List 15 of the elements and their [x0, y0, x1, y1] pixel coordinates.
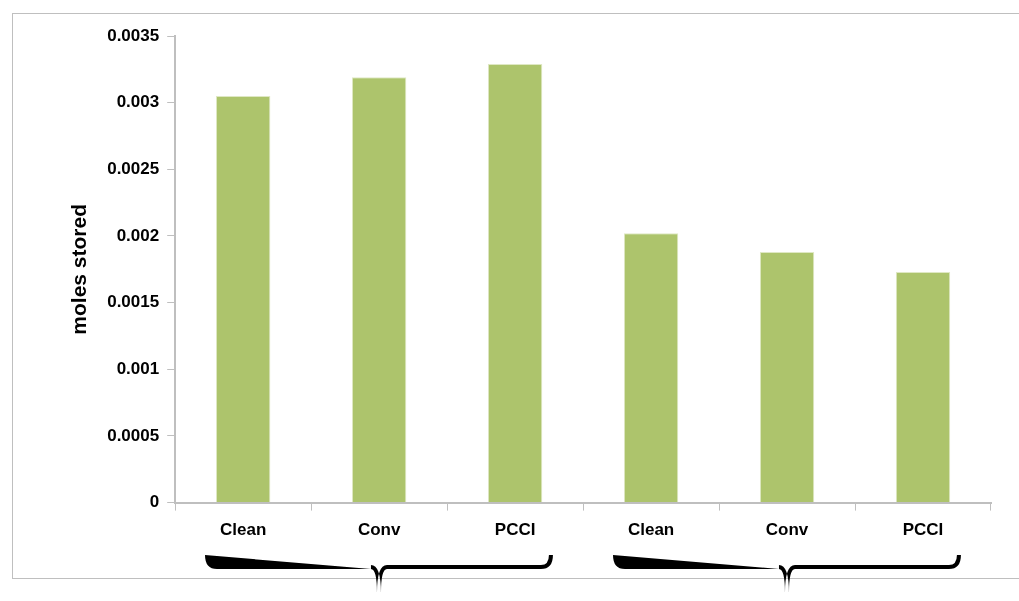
x-tick-label: PCCI [494, 520, 536, 540]
y-tick-label: 0.0015 [107, 292, 160, 312]
y-tick-label: 0.0005 [107, 425, 160, 445]
y-axis-title: moles stored [67, 203, 91, 335]
x-tick-label: Conv [357, 520, 401, 540]
y-tick-label: 0.001 [116, 358, 160, 378]
y-tick-label: 0.002 [116, 225, 160, 245]
y-tick-label: 0 [149, 492, 160, 512]
x-tick-label: Clean [220, 520, 267, 540]
y-tick-label: 0.0025 [107, 159, 160, 178]
x-tick-label: Conv [765, 520, 809, 540]
x-tick-label: Clean [627, 520, 675, 540]
y-tick-label: 0.003 [116, 92, 160, 112]
x-tick-label: PCCI [902, 520, 944, 540]
y-tick-label: 0.0035 [107, 25, 160, 45]
